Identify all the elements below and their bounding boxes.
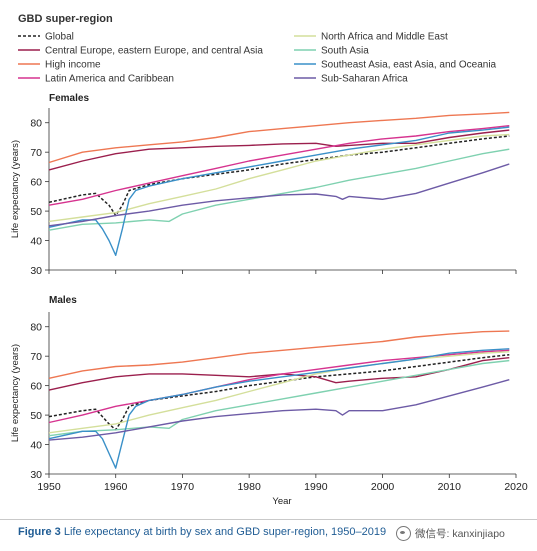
legend-label: Global (45, 32, 74, 43)
series-line-global (48, 135, 510, 217)
series-line-high-income (48, 330, 510, 379)
x-tick-label: 2020 (504, 481, 528, 493)
legend-item-high-income: High income (18, 60, 101, 71)
watermark-text: 微信号: kanxinjiapo (415, 528, 505, 540)
legend-item-north-africa-and-middle-east: North Africa and Middle East (294, 32, 448, 43)
legend-label: Latin America and Caribbean (45, 74, 174, 85)
x-tick-label: 1950 (37, 481, 61, 493)
legend-item-latin-america-and-caribbean: Latin America and Caribbean (18, 74, 174, 85)
legend-title: GBD super-region (18, 13, 113, 25)
figure-caption: Figure 3 Life expectancy at birth by sex… (18, 526, 386, 538)
series-line-south-asia (48, 359, 510, 437)
series-line-global (48, 353, 510, 431)
legend-item-south-asia: South Asia (294, 46, 369, 57)
legend-label: Central Europe, eastern Europe, and cent… (45, 46, 263, 57)
legend-label: Southeast Asia, east Asia, and Oceania (321, 60, 497, 71)
series-line-southeast-asia-east-asia-and-oceania (48, 348, 510, 469)
legend-label: High income (45, 60, 101, 71)
series-line-central-europe-eastern-europe-and-central-asia (48, 357, 510, 391)
y-tick-label: 80 (30, 322, 42, 334)
series-line-southeast-asia-east-asia-and-oceania (48, 126, 510, 256)
x-tick-label: 1960 (104, 481, 128, 493)
caption-text: Life expectancy at birth by sex and GBD … (63, 526, 387, 538)
y-tick-label: 50 (30, 410, 42, 422)
caption-lead: Figure 3 (18, 526, 61, 538)
caption-divider (0, 519, 537, 520)
chart-figure: GBD super-region Global Central Europe, e… (10, 13, 528, 507)
series-line-high-income (48, 111, 510, 164)
panel-title: Males (49, 295, 77, 306)
y-tick-label: 30 (30, 265, 42, 277)
panel-males: Males 30 40 50 60 70 80 1950 1960 1970 1980 1990 200… (10, 295, 528, 493)
legend-label: South Asia (321, 46, 369, 57)
y-tick-label: 70 (30, 351, 42, 363)
series-line-sub-saharan-africa (48, 163, 510, 227)
x-tick-label: 2000 (371, 481, 395, 493)
legend-label: North Africa and Middle East (321, 32, 448, 43)
x-tick-label: 1990 (304, 481, 328, 493)
y-tick-label: 30 (30, 469, 42, 481)
y-tick-label: 80 (30, 118, 42, 130)
wechat-icon (396, 526, 411, 541)
series-line-north-africa-and-middle-east (48, 351, 510, 434)
legend-item-global: Global (18, 32, 74, 43)
x-tick-label: 2010 (438, 481, 462, 493)
legend-item-southeast-asia-east-asia-and-oceania: Southeast Asia, east Asia, and Oceania (294, 60, 497, 71)
panel-title: Females (49, 93, 89, 104)
x-tick-label: 1980 (237, 481, 261, 493)
watermark: 微信号: kanxinjiapo (396, 526, 505, 541)
y-axis-label: Life expectancy (years) (10, 140, 21, 238)
series-line-latin-america-and-caribbean (48, 125, 510, 206)
panel-females: Females 30 40 50 60 70 80 Life expectancy (year… (10, 93, 517, 277)
legend-item-central-europe-eastern-europe-and-central-asia: Central Europe, eastern Europe, and cent… (18, 46, 263, 57)
series-line-central-europe-eastern-europe-and-central-asia (48, 129, 510, 171)
legend-item-sub-saharan-africa: Sub-Saharan Africa (294, 74, 408, 85)
y-tick-label: 40 (30, 439, 42, 451)
y-tick-label: 70 (30, 147, 42, 159)
legend: Global Central Europe, eastern Europe, an… (18, 32, 497, 85)
y-tick-label: 50 (30, 206, 42, 218)
y-tick-label: 60 (30, 176, 42, 188)
series-line-sub-saharan-africa (48, 379, 510, 441)
legend-label: Sub-Saharan Africa (321, 74, 408, 85)
x-axis-label: Year (272, 496, 291, 507)
x-tick-label: 1970 (171, 481, 195, 493)
y-tick-label: 60 (30, 380, 42, 392)
y-tick-label: 40 (30, 235, 42, 247)
y-axis-label: Life expectancy (years) (10, 344, 21, 442)
